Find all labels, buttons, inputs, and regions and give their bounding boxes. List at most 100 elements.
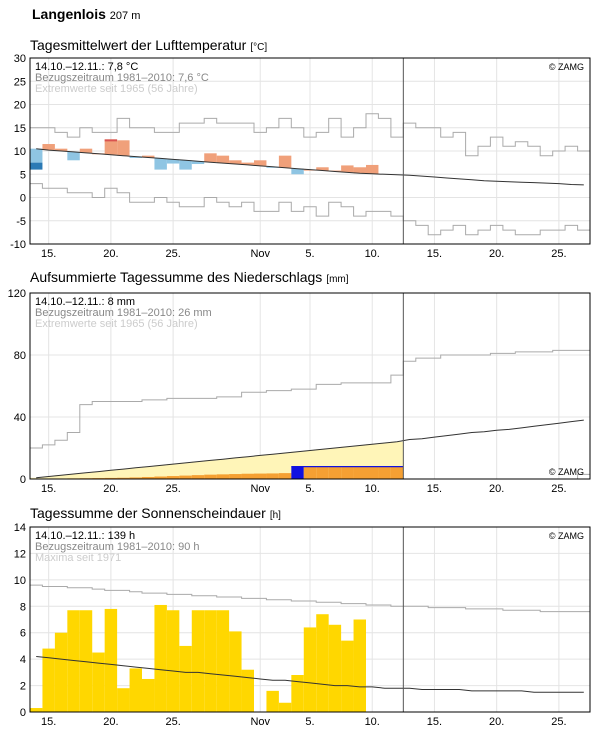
info-reference: Bezugszeitraum 1981–2010: 7,6 °C bbox=[35, 72, 209, 84]
precip-bar bbox=[117, 477, 130, 479]
temp-bar bbox=[79, 148, 93, 153]
temp-bar bbox=[254, 160, 267, 166]
plot-frame bbox=[29, 526, 591, 713]
x-tick-label: 25. bbox=[551, 483, 566, 495]
y-tick-label: 8 bbox=[20, 601, 26, 613]
info-extremes: Maxima seit 1971 bbox=[35, 552, 121, 564]
temp-bar bbox=[191, 161, 205, 165]
x-tick-label: 10. bbox=[365, 483, 380, 495]
chart-unit: [h] bbox=[270, 510, 281, 521]
x-tick-label: 20. bbox=[103, 483, 118, 495]
temp-bar bbox=[316, 167, 329, 171]
sunshine-bar bbox=[204, 610, 217, 712]
x-tick-label: 25. bbox=[165, 716, 180, 728]
min-extreme-line bbox=[30, 183, 590, 236]
precip-bar bbox=[266, 473, 279, 479]
reference-line bbox=[36, 656, 584, 693]
sunshine-bar bbox=[42, 648, 55, 712]
sunshine-bar bbox=[353, 619, 366, 712]
sunshine-bar bbox=[191, 610, 205, 712]
y-tick-label: 30 bbox=[14, 53, 26, 65]
temp-bar bbox=[353, 167, 366, 174]
chart-title-text: Tagessumme der Sonnenscheindauer bbox=[30, 505, 266, 521]
temp-bar bbox=[229, 160, 242, 165]
sunshine-bar bbox=[104, 608, 118, 712]
copyright-label: © ZAMG bbox=[549, 467, 584, 477]
reference-line bbox=[36, 419, 584, 479]
precip-bar bbox=[154, 476, 167, 479]
precip-bar bbox=[241, 473, 254, 479]
x-tick-label: 20. bbox=[103, 716, 118, 728]
temp-bar bbox=[204, 153, 217, 163]
x-tick-label: 15. bbox=[41, 716, 56, 728]
plot-frame bbox=[29, 57, 591, 245]
x-tick-label: 15. bbox=[427, 483, 442, 495]
x-tick-label: Nov bbox=[250, 248, 270, 260]
temp-bar bbox=[278, 155, 292, 168]
temp-bar bbox=[266, 166, 279, 168]
x-tick-label: Nov bbox=[250, 483, 270, 495]
temp-bar bbox=[241, 162, 254, 165]
info-period: 14.10.–12.11.: 139 h bbox=[35, 530, 135, 542]
y-tick-label: 14 bbox=[14, 522, 26, 534]
y-tick-label: 40 bbox=[14, 412, 26, 424]
info-extremes: Extremwerte seit 1965 (56 Jahre) bbox=[35, 318, 198, 330]
sunshine-bar bbox=[154, 604, 167, 712]
sunshine-bar bbox=[166, 610, 180, 712]
x-tick-label: 25. bbox=[165, 248, 180, 260]
temp-bar bbox=[129, 156, 142, 158]
temp-bar bbox=[341, 165, 354, 173]
precip-bar bbox=[191, 475, 205, 479]
max-extreme-line bbox=[30, 113, 590, 157]
sunshine-bar bbox=[179, 645, 192, 712]
copyright-label: © ZAMG bbox=[549, 531, 584, 541]
x-tick-label: 5. bbox=[305, 248, 314, 260]
reference-line bbox=[36, 148, 584, 186]
sunshine-bar bbox=[341, 640, 354, 712]
sunshine-bar bbox=[79, 610, 93, 712]
info-period: 14.10.–12.11.: 7,8 °C bbox=[35, 61, 138, 73]
temp-record-mark bbox=[104, 139, 118, 142]
y-tick-label: 25 bbox=[14, 76, 26, 88]
temp-bar bbox=[366, 164, 379, 174]
info-period: 14.10.–12.11.: 8 mm bbox=[35, 296, 135, 308]
sunshine-bar bbox=[229, 631, 242, 712]
temp-bar bbox=[117, 140, 130, 156]
x-tick-label: 25. bbox=[551, 248, 566, 260]
temp-bar bbox=[216, 155, 230, 164]
y-tick-label: 6 bbox=[20, 628, 26, 640]
precip-bar bbox=[328, 466, 342, 479]
temp-bar bbox=[179, 160, 192, 170]
precip-bar bbox=[229, 474, 242, 479]
chart-sunshine: Tagessumme der Sonnenscheindauer [h] 0 2 4 6 8… bbox=[14, 505, 591, 728]
sunshine-bar bbox=[92, 652, 105, 712]
plot-frame bbox=[29, 292, 591, 480]
precip-bar bbox=[216, 474, 230, 479]
sunshine-bar bbox=[266, 690, 279, 712]
sunshine-bar bbox=[30, 708, 43, 712]
temp-bar bbox=[30, 148, 43, 163]
x-tick-label: 25. bbox=[165, 483, 180, 495]
sunshine-bar bbox=[291, 675, 304, 712]
chart-title-text: Aufsummierte Tagessumme des Niederschlag… bbox=[30, 269, 322, 285]
precip-bar bbox=[278, 473, 292, 479]
precip-bar bbox=[341, 466, 354, 479]
info-extremes: Extremwerte seit 1965 (56 Jahre) bbox=[35, 83, 198, 95]
temp-record-mark bbox=[30, 162, 43, 170]
sunshine-bar bbox=[117, 688, 130, 712]
precip-bar bbox=[291, 466, 304, 479]
y-tick-label: 10 bbox=[14, 146, 26, 158]
precip-bar bbox=[378, 466, 391, 479]
chart-temperature: Tagesmittelwert der Lufttemperatur [°C] -1… bbox=[10, 37, 591, 260]
chart-title-temperature: Tagesmittelwert der Lufttemperatur [°C] bbox=[30, 37, 267, 53]
temp-bar bbox=[54, 148, 68, 151]
precip-bar bbox=[104, 477, 118, 479]
y-tick-label: 10 bbox=[14, 575, 26, 587]
x-tick-label: 10. bbox=[365, 716, 380, 728]
station-name: Langenlois bbox=[32, 6, 106, 22]
precip-bar bbox=[129, 477, 142, 479]
x-tick-label: 20. bbox=[103, 248, 118, 260]
copyright-label: © ZAMG bbox=[549, 62, 584, 72]
sunshine-bar bbox=[142, 678, 155, 712]
